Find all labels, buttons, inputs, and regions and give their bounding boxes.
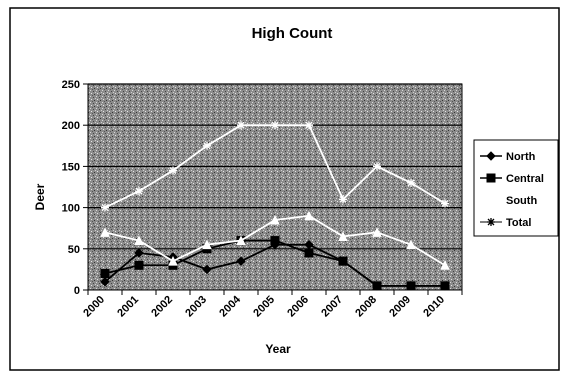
data-point-south [372, 227, 382, 237]
y-axis-ticks: 0 50 100 150 200 250 [62, 79, 88, 297]
data-point-south [440, 260, 450, 270]
data-point-total [237, 121, 245, 130]
data-point-total [203, 141, 211, 150]
legend: North Central South Total [480, 151, 544, 229]
data-point-south [406, 239, 416, 250]
data-point-total [169, 166, 177, 175]
legend-label: South [506, 195, 537, 207]
data-point-south [168, 256, 178, 266]
data-point-south [304, 210, 314, 221]
y-tick-label: 50 [68, 244, 80, 256]
data-point-south [236, 235, 246, 246]
data-point-south [100, 227, 110, 237]
data-point-north [202, 264, 212, 275]
series-south [100, 210, 450, 270]
data-point-central [440, 281, 450, 291]
data-point-total [101, 203, 109, 212]
data-point-total [407, 178, 415, 187]
data-point-total [305, 121, 313, 130]
data-point-total [373, 162, 381, 171]
y-axis-label: Deer [33, 183, 47, 210]
data-point-south [338, 231, 348, 241]
data-point-total [441, 199, 449, 208]
x-axis-label: Year [265, 342, 291, 356]
gridlines [88, 83, 462, 250]
legend-item-south: South [506, 195, 537, 207]
y-tick-label: 250 [62, 79, 80, 91]
legend-label: Total [506, 217, 531, 229]
data-point-south [202, 239, 212, 250]
plot-area [87, 83, 463, 291]
data-point-south [270, 214, 280, 225]
data-point-central [304, 248, 314, 258]
data-point-total [135, 187, 143, 196]
legend-item-central: Central [480, 173, 544, 185]
data-point-total [271, 121, 279, 130]
data-point-north [236, 256, 246, 266]
data-point-north [134, 248, 144, 258]
data-point-central [372, 281, 382, 291]
legend-marker [486, 173, 496, 183]
data-point-central [100, 269, 110, 279]
legend-item-total: Total [480, 217, 531, 229]
legend-marker [487, 218, 495, 226]
y-tick-label: 0 [74, 285, 80, 297]
chart-title: High Count [252, 25, 333, 42]
data-point-total [339, 195, 347, 204]
data-point-north [100, 277, 110, 287]
y-tick-label: 200 [62, 120, 80, 132]
legend-item-north: North [480, 151, 536, 163]
legend-label: Central [506, 173, 544, 185]
y-tick-label: 150 [62, 161, 80, 173]
legend-marker [486, 151, 496, 161]
y-tick-label: 100 [62, 203, 80, 215]
data-point-central [134, 260, 144, 270]
data-point-south [134, 235, 144, 246]
series-layer [100, 121, 450, 291]
data-point-central [270, 236, 280, 246]
data-point-central [406, 281, 416, 291]
data-point-central [338, 256, 348, 266]
legend-label: North [506, 151, 536, 163]
series-total [101, 121, 449, 212]
